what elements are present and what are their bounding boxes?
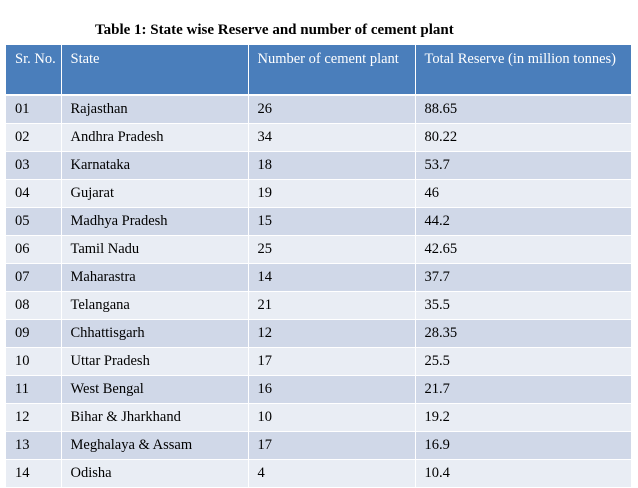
table-header-row: Sr. No. State Number of cement plant Tot… xyxy=(6,45,631,96)
header-total-reserve: Total Reserve (in million tonnes) xyxy=(415,45,631,96)
cell-sr-no: 08 xyxy=(6,291,62,320)
cement-reserve-table: Sr. No. State Number of cement plant Tot… xyxy=(6,45,631,488)
cell-state: Odisha xyxy=(61,459,249,488)
table-row: 11 West Bengal 16 21.7 xyxy=(6,375,631,404)
cell-state: Bihar & Jharkhand xyxy=(61,403,249,432)
table-row: 04 Gujarat 19 46 xyxy=(6,179,631,208)
cell-sr-no: 01 xyxy=(6,95,62,124)
cell-state: Rajasthan xyxy=(61,95,249,124)
cell-number-of-plants: 19 xyxy=(248,179,416,208)
cell-sr-no: 12 xyxy=(6,403,62,432)
table-caption: Table 1: State wise Reserve and number o… xyxy=(95,22,454,38)
cell-sr-no: 11 xyxy=(6,375,62,404)
table-row: 09 Chhattisgarh 12 28.35 xyxy=(6,319,631,348)
cell-sr-no: 04 xyxy=(6,179,62,208)
cell-sr-no: 02 xyxy=(6,123,62,152)
table-body: 01 Rajasthan 26 88.65 02 Andhra Pradesh 34 80.2… xyxy=(6,95,631,488)
table-row: 03 Karnataka 18 53.7 xyxy=(6,151,631,180)
cell-number-of-plants: 12 xyxy=(248,319,416,348)
header-sr-no: Sr. No. xyxy=(6,45,62,96)
cell-state: Telangana xyxy=(61,291,249,320)
cell-sr-no: 13 xyxy=(6,431,62,460)
cell-number-of-plants: 4 xyxy=(248,459,416,488)
cell-sr-no: 06 xyxy=(6,235,62,264)
header-number-of-plants: Number of cement plant xyxy=(248,45,416,96)
cell-number-of-plants: 25 xyxy=(248,235,416,264)
cell-state: Karnataka xyxy=(61,151,249,180)
table-row: 07 Maharastra 14 37.7 xyxy=(6,263,631,292)
cell-sr-no: 03 xyxy=(6,151,62,180)
cell-total-reserve: 21.7 xyxy=(415,375,631,404)
header-state: State xyxy=(61,45,249,96)
cell-state: Andhra Pradesh xyxy=(61,123,249,152)
table-row: 10 Uttar Pradesh 17 25.5 xyxy=(6,347,631,376)
cell-number-of-plants: 15 xyxy=(248,207,416,236)
cell-total-reserve: 35.5 xyxy=(415,291,631,320)
cell-total-reserve: 42.65 xyxy=(415,235,631,264)
cell-number-of-plants: 14 xyxy=(248,263,416,292)
cell-total-reserve: 10.4 xyxy=(415,459,631,488)
table-row: 01 Rajasthan 26 88.65 xyxy=(6,95,631,124)
cell-sr-no: 09 xyxy=(6,319,62,348)
cell-number-of-plants: 16 xyxy=(248,375,416,404)
cell-state: Uttar Pradesh xyxy=(61,347,249,376)
cell-state: West Bengal xyxy=(61,375,249,404)
cell-number-of-plants: 10 xyxy=(248,403,416,432)
table-row: 08 Telangana 21 35.5 xyxy=(6,291,631,320)
cell-total-reserve: 46 xyxy=(415,179,631,208)
table-row: 14 Odisha 4 10.4 xyxy=(6,459,631,488)
cell-state: Meghalaya & Assam xyxy=(61,431,249,460)
cell-number-of-plants: 34 xyxy=(248,123,416,152)
table-row: 05 Madhya Pradesh 15 44.2 xyxy=(6,207,631,236)
cell-state: Maharastra xyxy=(61,263,249,292)
table-row: 02 Andhra Pradesh 34 80.22 xyxy=(6,123,631,152)
cell-total-reserve: 19.2 xyxy=(415,403,631,432)
cell-number-of-plants: 18 xyxy=(248,151,416,180)
cell-number-of-plants: 17 xyxy=(248,431,416,460)
cell-sr-no: 10 xyxy=(6,347,62,376)
cell-number-of-plants: 21 xyxy=(248,291,416,320)
cell-total-reserve: 53.7 xyxy=(415,151,631,180)
cell-total-reserve: 25.5 xyxy=(415,347,631,376)
cell-sr-no: 05 xyxy=(6,207,62,236)
cell-state: Madhya Pradesh xyxy=(61,207,249,236)
cell-number-of-plants: 26 xyxy=(248,95,416,124)
cell-total-reserve: 80.22 xyxy=(415,123,631,152)
cell-state: Gujarat xyxy=(61,179,249,208)
cell-total-reserve: 44.2 xyxy=(415,207,631,236)
cell-state: Tamil Nadu xyxy=(61,235,249,264)
cell-total-reserve: 28.35 xyxy=(415,319,631,348)
cell-sr-no: 07 xyxy=(6,263,62,292)
cell-sr-no: 14 xyxy=(6,459,62,488)
table-row: 12 Bihar & Jharkhand 10 19.2 xyxy=(6,403,631,432)
cell-state: Chhattisgarh xyxy=(61,319,249,348)
cell-total-reserve: 37.7 xyxy=(415,263,631,292)
table-row: 06 Tamil Nadu 25 42.65 xyxy=(6,235,631,264)
table-row: 13 Meghalaya & Assam 17 16.9 xyxy=(6,431,631,460)
cell-total-reserve: 16.9 xyxy=(415,431,631,460)
cell-total-reserve: 88.65 xyxy=(415,95,631,124)
cell-number-of-plants: 17 xyxy=(248,347,416,376)
